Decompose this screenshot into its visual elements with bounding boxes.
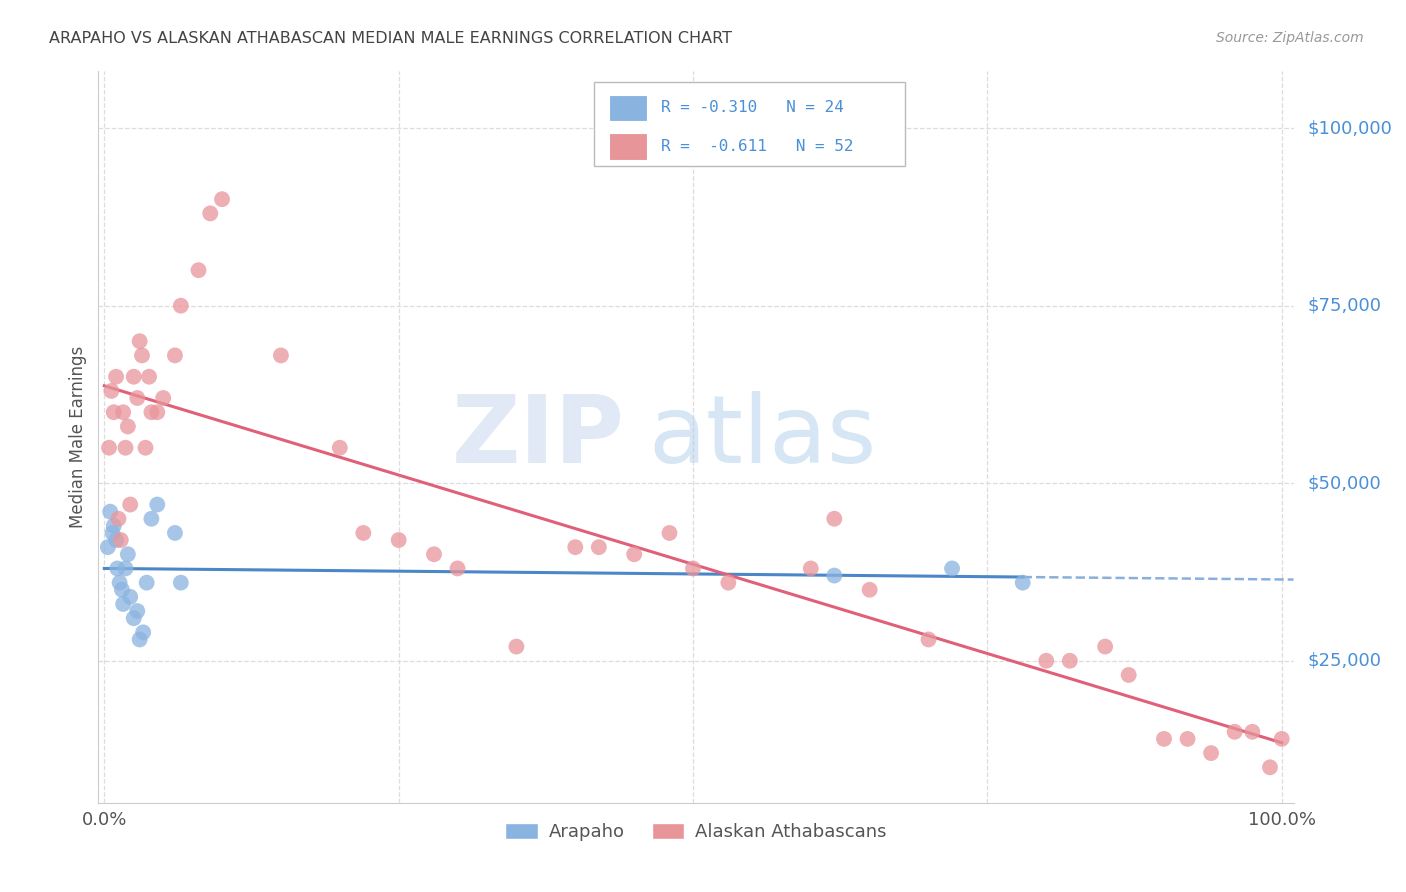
Point [98,441,121,455]
Text: R = -0.310   N = 24: R = -0.310 N = 24 [661,101,844,115]
Point [1035,654,1057,668]
Text: ZIP: ZIP [451,391,624,483]
Point [120,590,142,604]
Point [823,512,845,526]
Point [658,525,681,540]
Point [114,561,136,575]
Point [127,604,149,618]
Point [138,369,160,384]
Point [163,348,186,362]
Point [111,582,134,597]
Point [388,533,411,547]
Point [128,334,150,349]
Point [128,632,150,647]
Point [127,391,149,405]
Point [112,597,135,611]
Point [329,441,352,455]
Point [170,575,193,590]
Text: $100,000: $100,000 [1308,120,1393,137]
Point [1118,668,1140,682]
Point [917,632,939,647]
Point [120,498,142,512]
Point [1094,640,1116,654]
Point [146,405,169,419]
Point [110,533,132,547]
Point [112,405,135,419]
FancyBboxPatch shape [595,82,905,167]
Point [588,540,610,554]
Point [1199,746,1222,760]
Point [1059,654,1081,668]
Point [270,348,292,362]
Point [107,512,129,526]
Point [941,561,963,575]
Text: atlas: atlas [648,391,876,483]
Point [134,441,156,455]
Text: $75,000: $75,000 [1308,297,1382,315]
Point [97,540,120,554]
Text: ARAPAHO VS ALASKAN ATHABASCAN MEDIAN MALE EARNINGS CORRELATION CHART: ARAPAHO VS ALASKAN ATHABASCAN MEDIAN MAL… [49,31,733,46]
Point [823,568,845,582]
Text: $25,000: $25,000 [1308,652,1382,670]
Text: $50,000: $50,000 [1308,475,1382,492]
Point [103,519,125,533]
Point [859,582,882,597]
Point [200,206,222,220]
Y-axis label: Median Male Earnings: Median Male Earnings [69,346,87,528]
Point [117,547,139,561]
Point [446,561,468,575]
Point [505,640,527,654]
Point [135,575,157,590]
Point [98,505,121,519]
Point [1241,724,1264,739]
Point [1223,724,1246,739]
Point [100,384,122,398]
Point [103,405,125,419]
FancyBboxPatch shape [609,134,647,160]
Point [131,348,153,362]
Point [105,533,128,547]
Point [163,525,186,540]
Point [1258,760,1281,774]
Legend: Arapaho, Alaskan Athabascans: Arapaho, Alaskan Athabascans [498,816,894,848]
Point [117,419,139,434]
Point [423,547,446,561]
Point [1011,575,1033,590]
Point [352,525,374,540]
FancyBboxPatch shape [609,95,647,121]
Point [1177,731,1199,746]
Point [101,525,124,540]
Point [108,575,131,590]
Point [141,512,163,526]
Text: Source: ZipAtlas.com: Source: ZipAtlas.com [1216,31,1364,45]
Point [717,575,740,590]
Point [152,391,174,405]
Point [114,441,136,455]
Point [105,561,128,575]
Point [682,561,704,575]
Point [800,561,823,575]
Point [132,625,155,640]
Point [170,299,193,313]
Point [122,611,145,625]
Point [1153,731,1175,746]
Point [211,192,233,206]
Point [122,369,145,384]
Point [623,547,645,561]
Text: R =  -0.611   N = 52: R = -0.611 N = 52 [661,139,853,154]
Point [1271,731,1294,746]
Point [146,498,169,512]
Point [564,540,586,554]
Point [187,263,209,277]
Point [105,369,128,384]
Point [141,405,163,419]
